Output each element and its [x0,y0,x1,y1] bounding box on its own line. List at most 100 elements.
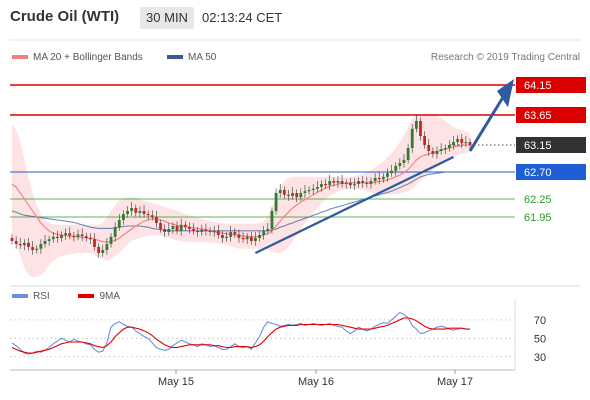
candle-body [55,236,59,238]
candle-body [159,223,162,229]
candle-body [22,242,26,246]
time-tick-label: May 15 [158,376,194,388]
candle-body [51,236,55,240]
candle-body [192,229,195,231]
target-arrow-shaft [468,93,507,152]
candle-body [456,139,460,142]
candle-body [117,220,121,228]
level-tag-63-65 [516,107,586,123]
candle-body [282,190,286,195]
candle-body [138,211,142,213]
candle-body [258,235,261,238]
candle-body [126,211,129,214]
candle-body [31,247,35,250]
candle-body [344,182,348,184]
rsi-ma-line [11,317,470,354]
candle-body [328,181,332,186]
candle-body [130,208,134,211]
candle-body [142,211,146,214]
candle-body [278,190,282,193]
candle-body [311,188,315,190]
candle-body [225,236,228,238]
candle-body [241,238,245,240]
candle-body [200,229,204,232]
level-tag-63-15 [516,137,586,153]
candle-body [60,235,63,238]
rsi-ma-legend-label: 9MA [99,291,121,302]
candle-body [419,121,422,136]
ma50-swatch [167,55,183,60]
candle-body [27,242,30,247]
level-label-64-15: 64.15 [524,80,552,92]
candle-body [237,234,241,238]
candle-body [299,193,303,198]
rsi-legend: RSI 9MA [12,291,120,302]
candle-body [274,193,278,211]
candle-body [212,230,216,232]
instrument-title: Crude Oil (WTI) [10,8,120,25]
candle-body [68,233,72,236]
bollinger-band [12,114,470,278]
candle-body [150,215,154,217]
candle-body [262,230,266,235]
candle-body [64,233,68,235]
candle-body [468,142,472,145]
legend-ma20-label: MA 20 + Bollinger Bands [33,52,143,63]
candle-body [414,121,418,129]
candle-body [431,151,435,154]
candle-body [47,239,51,241]
candle-body [332,181,336,183]
rsi-tick-50: 50 [534,333,546,345]
candle-body [88,238,92,240]
target-arrowhead [497,79,514,108]
candle-body [287,194,290,196]
uptrend-line [254,156,454,254]
candle-body [146,214,150,216]
candle-body [167,229,171,232]
candle-body [348,182,352,186]
candle-body [35,248,39,250]
ma20-line [11,144,470,243]
candle-body [245,236,249,240]
legend-ma50: MA 50 [167,52,216,63]
candle-body [183,224,187,228]
candle-body [320,184,323,187]
candle-body [452,142,455,145]
candle-body [175,226,179,231]
legend-ma50-label: MA 50 [188,52,217,63]
candle-body [381,176,385,180]
candle-body [266,229,270,231]
candle-body [394,166,398,171]
candle-body [365,182,369,184]
rsi-ma-swatch [78,294,95,299]
timeframe-badge[interactable]: 30 MIN [140,7,194,29]
candle-body [101,250,105,253]
ma50-line [11,171,470,232]
rsi-tick-70: 70 [534,315,546,327]
candle-body [460,139,464,144]
candle-body [291,193,294,196]
time-tick-label: May 17 [437,376,473,388]
candle-body [353,184,356,186]
candle-body [163,229,167,232]
candle-body [377,178,381,180]
level-tag-62-70 [516,164,586,180]
candle-body [188,227,191,229]
ma20-swatch [12,55,28,60]
candle-body [447,145,451,148]
candle-body [295,193,299,198]
candle-body [373,178,377,181]
candle-body [361,181,365,183]
candle-body [155,217,158,223]
candle-body [410,128,414,148]
candle-body [204,229,208,231]
candle-body [439,149,443,151]
candle-body [423,136,427,145]
candle-body [443,148,447,150]
candle-body [254,238,257,241]
candle-body [435,151,439,154]
candle-body [369,181,373,184]
candle-body [208,230,212,232]
level-label-63-15: 63.15 [524,140,552,152]
